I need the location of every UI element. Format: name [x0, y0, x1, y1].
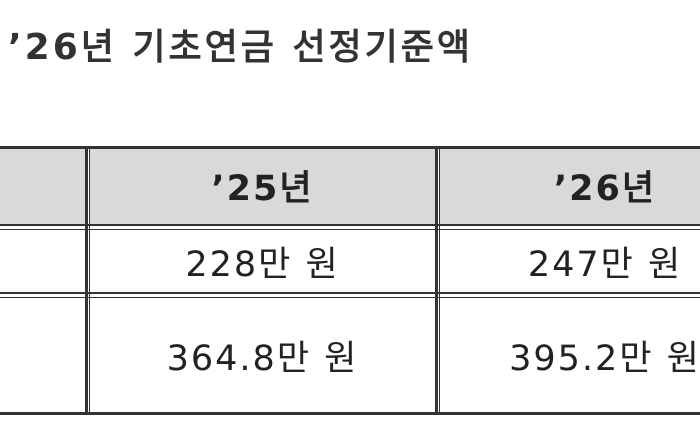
header-bg [0, 146, 85, 224]
rule [0, 292, 700, 294]
cell: 364.8만 원 [166, 338, 359, 379]
cell: 228만 원 [185, 244, 340, 285]
col-rule [85, 146, 88, 415]
table: ’25년 ’26년 228만 원 247만 원 364.8만 원 395.2만 … [0, 146, 700, 416]
cell: 395.2만 원 [509, 338, 700, 379]
title: ’26년 기초연금 선정기준액 [8, 27, 474, 68]
col-rule [89, 146, 90, 415]
rule [0, 224, 700, 226]
rule [0, 297, 700, 298]
header-bg [440, 146, 700, 224]
col-rule [439, 146, 440, 415]
header-bg [90, 146, 435, 224]
rule [0, 229, 700, 230]
header-cell: ’25년 [211, 168, 314, 209]
cell: 247만 원 [527, 244, 683, 285]
rule [0, 146, 700, 149]
rule [0, 412, 700, 415]
header-cell: ’26년 [553, 168, 657, 209]
col-rule [435, 146, 438, 415]
